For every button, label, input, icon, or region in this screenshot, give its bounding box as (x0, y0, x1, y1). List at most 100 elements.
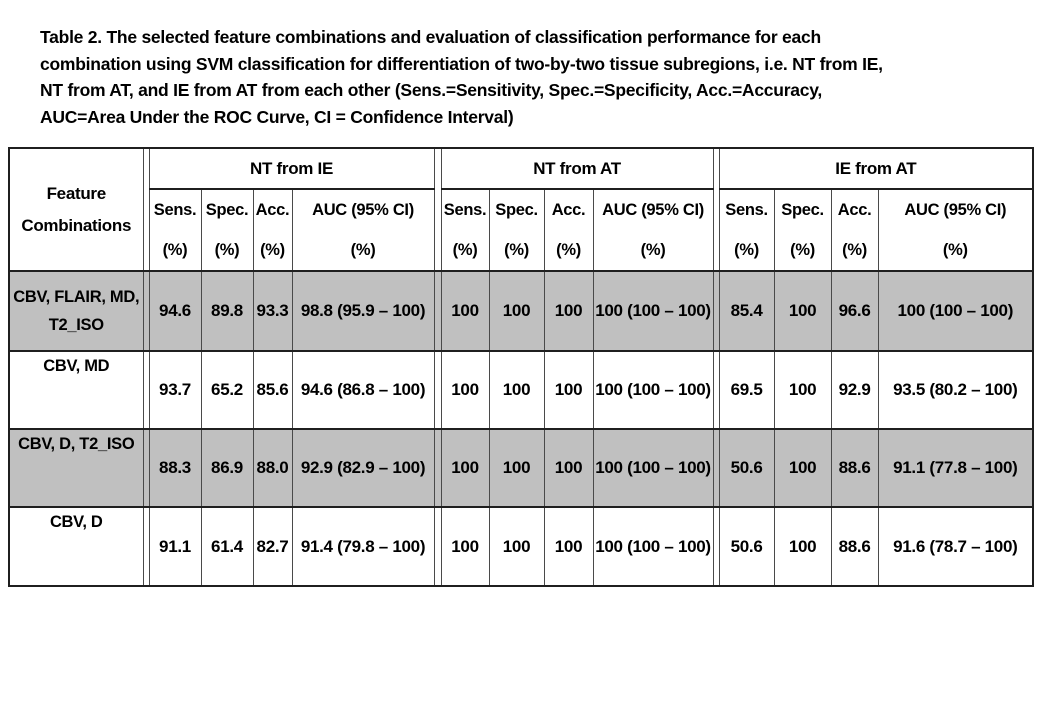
data-cell: 88.0 (252, 428, 293, 508)
data-cell: 61.4 (200, 506, 254, 587)
subheader-spec: Spec. (%) (773, 188, 832, 272)
group-header-ie-from-at: IE from AT (718, 147, 1034, 190)
subheader-unit: (%) (504, 241, 529, 259)
data-cell: 100 (543, 270, 594, 352)
subheader-unit: (%) (260, 241, 285, 259)
subheader-label: Spec. (781, 201, 824, 219)
subheader-label: Acc. (837, 201, 872, 219)
subheader-label: AUC (95% CI) (312, 201, 414, 219)
data-cell: 100 (100 – 100) (592, 350, 714, 430)
subheader-label: Spec. (495, 201, 538, 219)
data-cell: 86.9 (200, 428, 254, 508)
subheader-unit: (%) (350, 241, 376, 259)
caption-line: AUC=Area Under the ROC Curve, CI = Confi… (40, 106, 514, 127)
data-cell: 94.6 (148, 270, 202, 352)
subheader-label: AUC (95% CI) (904, 201, 1007, 219)
data-cell: 100 (773, 270, 832, 352)
data-cell: 88.3 (148, 428, 202, 508)
subheader-label: Acc. (255, 201, 290, 219)
subheader-spec: Spec. (%) (488, 188, 545, 272)
subheader-spec: Spec. (%) (200, 188, 254, 272)
data-cell: 100 (100 – 100) (877, 270, 1034, 352)
data-cell: 92.9 (830, 350, 879, 430)
data-cell: 100 (543, 428, 594, 508)
data-cell: 93.3 (252, 270, 293, 352)
data-cell: 100 (488, 428, 545, 508)
data-cell: 100 (543, 350, 594, 430)
caption-line: Table 2. The selected feature combinatio… (40, 27, 821, 47)
caption-line: combination using SVM classification for… (40, 53, 883, 74)
data-cell: 100 (100 – 100) (592, 270, 714, 352)
column-divider (433, 147, 442, 272)
subheader-acc: Acc. (%) (252, 188, 293, 272)
column-divider (433, 506, 442, 587)
data-cell: 100 (488, 350, 545, 430)
subheader-acc: Acc. (%) (830, 188, 879, 272)
subheader-sens: Sens. (%) (148, 188, 202, 272)
data-cell: 100 (543, 506, 594, 587)
results-table: Feature Combinations NT from IE NT from … (8, 147, 1035, 587)
subheader-unit: (%) (842, 241, 867, 259)
table-caption: Table 2. The selected feature combinatio… (40, 24, 883, 130)
data-cell: 100 (100 – 100) (592, 428, 714, 508)
data-cell: 100 (440, 350, 490, 430)
data-cell: 100 (773, 506, 832, 587)
subheader-unit: (%) (640, 241, 666, 259)
subheader-auc: AUC (95% CI) (%) (877, 188, 1034, 272)
data-cell: 85.6 (252, 350, 293, 430)
subheader-unit: (%) (214, 241, 240, 259)
feature-label: CBV, D (8, 506, 144, 587)
data-cell: 65.2 (200, 350, 254, 430)
data-cell: 93.7 (148, 350, 202, 430)
data-cell: 100 (100 – 100) (592, 506, 714, 587)
caption-line: NT from AT, and IE from AT from each oth… (40, 80, 823, 100)
feature-combinations-header: Feature Combinations (8, 147, 144, 272)
subheader-unit: (%) (790, 241, 815, 259)
column-divider (433, 428, 442, 508)
subheader-label: Acc. (551, 201, 586, 219)
group-header-nt-from-ie: NT from IE (148, 147, 435, 190)
feature-label: CBV, FLAIR, MD, T2_ISO (8, 270, 144, 352)
data-cell: 96.6 (830, 270, 879, 352)
column-divider (433, 270, 442, 352)
subheader-label: Sens. (153, 201, 197, 219)
data-cell: 89.8 (200, 270, 254, 352)
data-cell: 88.6 (830, 506, 879, 587)
subheader-label: AUC (95% CI) (602, 201, 704, 219)
data-cell: 50.6 (718, 428, 775, 508)
data-cell: 100 (773, 428, 832, 508)
subheader-label: Sens. (443, 201, 487, 219)
data-cell: 94.6 (86.8 – 100) (291, 350, 435, 430)
subheader-auc: AUC (95% CI) (%) (291, 188, 435, 272)
data-cell: 50.6 (718, 506, 775, 587)
subheader-sens: Sens. (%) (440, 188, 490, 272)
subheader-unit: (%) (734, 241, 759, 259)
subheader-unit: (%) (942, 241, 968, 259)
data-cell: 91.1 (148, 506, 202, 587)
group-header-nt-from-at: NT from AT (440, 147, 714, 190)
subheader-label: Sens. (725, 201, 768, 219)
data-cell: 85.4 (718, 270, 775, 352)
data-cell: 91.6 (78.7 – 100) (877, 506, 1034, 587)
subheader-unit: (%) (556, 241, 581, 259)
data-cell: 82.7 (252, 506, 293, 587)
data-cell: 91.4 (79.8 – 100) (291, 506, 435, 587)
data-cell: 100 (488, 506, 545, 587)
subheader-acc: Acc. (%) (543, 188, 594, 272)
data-cell: 93.5 (80.2 – 100) (877, 350, 1034, 430)
data-cell: 100 (773, 350, 832, 430)
data-cell: 88.6 (830, 428, 879, 508)
data-cell: 100 (440, 428, 490, 508)
data-cell: 92.9 (82.9 – 100) (291, 428, 435, 508)
data-cell: 91.1 (77.8 – 100) (877, 428, 1034, 508)
data-cell: 100 (440, 506, 490, 587)
column-divider (433, 350, 442, 430)
data-cell: 69.5 (718, 350, 775, 430)
subheader-unit: (%) (162, 241, 188, 259)
feature-label: CBV, D, T2_ISO (8, 428, 144, 508)
subheader-auc: AUC (95% CI) (%) (592, 188, 714, 272)
feature-label: CBV, MD (8, 350, 144, 430)
data-cell: 100 (440, 270, 490, 352)
data-cell: 98.8 (95.9 – 100) (291, 270, 435, 352)
